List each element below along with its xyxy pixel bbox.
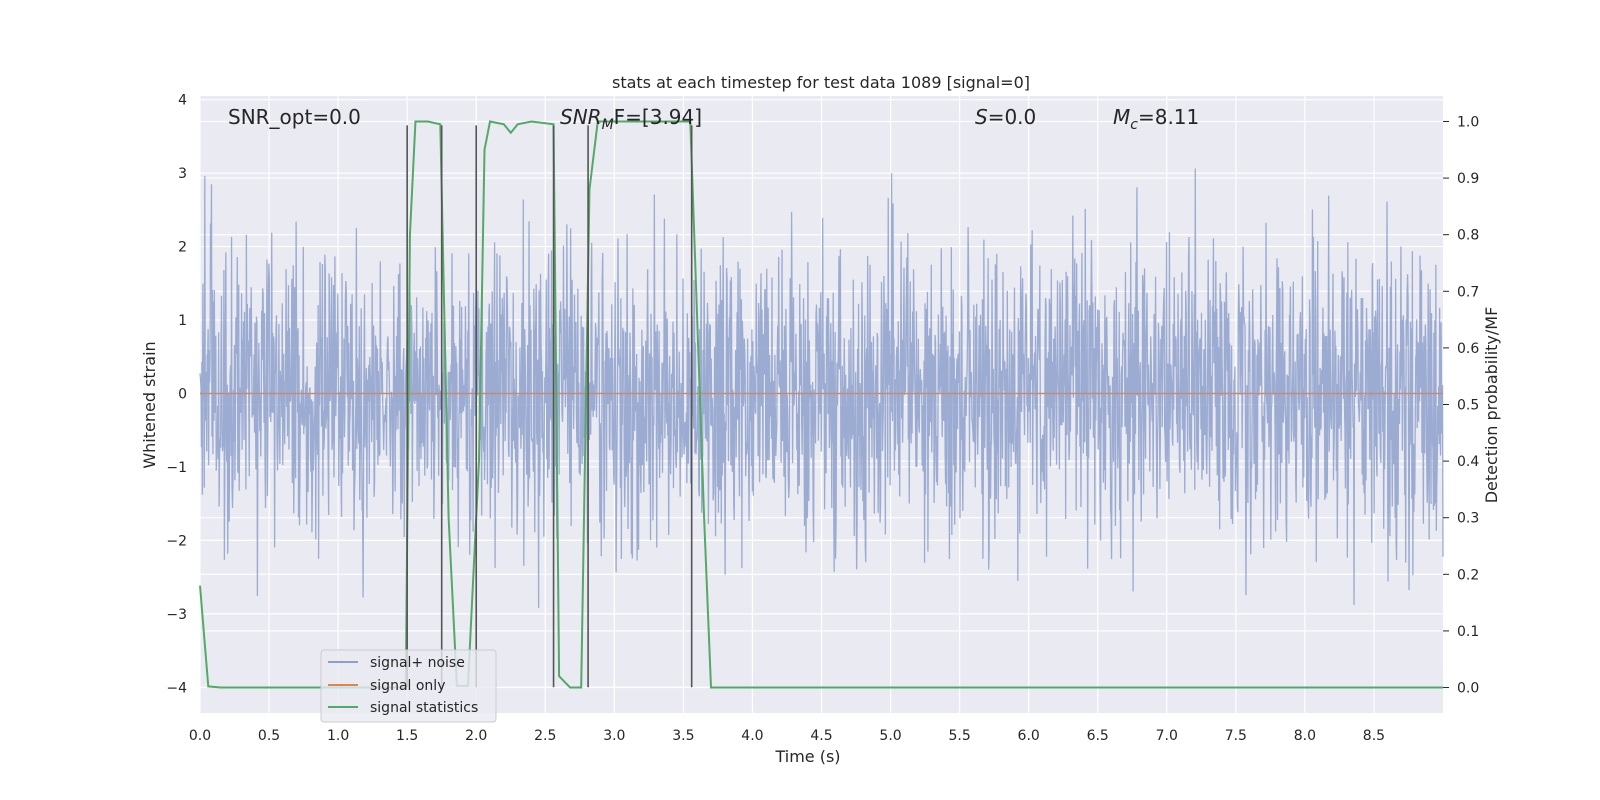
y-tick-label-right: 0.3 (1457, 511, 1479, 527)
x-tick-label: 0.0 (189, 728, 211, 744)
annotation-snr-opt: SNR_opt=0.0 (228, 105, 361, 129)
y-tick-label-left: 0 (178, 386, 187, 402)
x-tick-label: 2.5 (534, 728, 556, 744)
annotation-snr-mf: SNRMF=[3.94] (560, 105, 702, 133)
y-axis-label-right: Detection probability/MF (1482, 307, 1501, 504)
x-tick-label: 4.5 (810, 728, 832, 744)
y-tick-label-right: 0.9 (1457, 171, 1479, 187)
annotation-mc-rest: =8.11 (1138, 105, 1199, 129)
y-tick-label-left: −4 (166, 680, 187, 696)
y-tick-label-right: 0.0 (1457, 681, 1479, 697)
annotation-s-main: S (975, 105, 988, 129)
series-signal-statistics-line (199, 120, 1443, 689)
y-tick-label-left: 1 (178, 313, 187, 329)
y-tick-label-right: 1.0 (1457, 114, 1479, 130)
annotation-mc: Mc=8.11 (1113, 105, 1199, 133)
y-tick-label-left: −2 (166, 533, 187, 549)
annotation-mc-main: M (1113, 105, 1130, 129)
y-tick-label-right: 0.4 (1457, 454, 1479, 470)
x-tick-label: 4.0 (741, 728, 763, 744)
chart-title: stats at each timestep for test data 108… (612, 73, 1030, 92)
y-tick-labels-right: 0.0 0.1 0.2 0.3 0.4 0.5 0.6 0.7 0.8 0.9 1.0 (1443, 114, 1479, 697)
legend-entry-signal-only: signal only (370, 678, 445, 694)
y-tick-label-right: 0.8 (1457, 228, 1479, 244)
x-tick-label: 5.0 (879, 728, 901, 744)
x-tick-labels: 0.0 0.5 1.0 1.5 2.0 2.5 3.0 3.5 4.0 4.5 5.0 5.5 6.0 6… (189, 728, 1385, 744)
annotation-mc-sub: c (1130, 117, 1138, 133)
x-tick-label: 1.0 (327, 728, 349, 744)
x-tick-label: 1.5 (396, 728, 418, 744)
y-tick-label-right: 0.1 (1457, 624, 1479, 640)
y-tick-label-right: 0.5 (1457, 398, 1479, 414)
x-tick-label: 3.5 (672, 728, 694, 744)
legend: signal+ noise signal only signal statist… (320, 649, 497, 723)
x-tick-label: 2.0 (465, 728, 487, 744)
y-tick-label-right: 0.6 (1457, 341, 1479, 357)
x-tick-label: 8.5 (1363, 728, 1385, 744)
x-axis-label: Time (s) (774, 747, 840, 766)
y-axis-label-left: Whitened strain (140, 341, 159, 468)
y-tick-label-right: 0.7 (1457, 284, 1479, 300)
legend-entry-signal-statistics: signal statistics (370, 700, 478, 716)
x-tick-label: 0.5 (258, 728, 280, 744)
y-tick-label-left: 2 (178, 240, 187, 256)
y-tick-label-right: 0.2 (1457, 567, 1479, 583)
legend-entry-signal-noise: signal+ noise (370, 655, 465, 671)
x-tick-label: 7.0 (1156, 728, 1178, 744)
y-tick-label-left: −1 (166, 460, 187, 476)
y-tick-label-left: −3 (166, 607, 187, 623)
x-tick-label: 7.5 (1225, 728, 1247, 744)
x-tick-label: 6.0 (1018, 728, 1040, 744)
x-tick-label: 5.5 (948, 728, 970, 744)
y-tick-labels-left: −4 −3 −2 −1 0 1 2 3 4 (166, 93, 187, 697)
x-tick-label: 3.0 (603, 728, 625, 744)
y-tick-label-left: 4 (178, 93, 187, 109)
annotation-snr-mf-sub: M (602, 117, 614, 133)
annotation-snr-mf-rest: F=[3.94] (614, 105, 702, 129)
annotation-s-rest: =0.0 (988, 105, 1037, 129)
marker-layer (406, 125, 693, 688)
legend-box (320, 649, 497, 723)
annotation-snr-mf-main: SNR (560, 105, 602, 129)
y-tick-label-left: 3 (178, 166, 187, 182)
x-tick-label: 6.5 (1087, 728, 1109, 744)
annotation-s: S=0.0 (975, 105, 1036, 129)
x-tick-label: 8.0 (1294, 728, 1316, 744)
